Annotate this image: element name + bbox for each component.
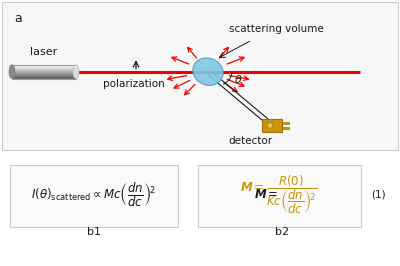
Text: $\boldsymbol{M} =$: $\boldsymbol{M} =$ bbox=[254, 188, 278, 201]
Bar bbox=[12, 65, 76, 78]
Bar bbox=[12, 68, 76, 69]
Bar bbox=[12, 71, 76, 72]
Bar bbox=[12, 67, 76, 68]
Ellipse shape bbox=[267, 123, 273, 128]
Text: polarization: polarization bbox=[103, 79, 165, 89]
Bar bbox=[12, 65, 76, 66]
Text: b1: b1 bbox=[87, 227, 101, 237]
Bar bbox=[12, 73, 76, 74]
Text: detector: detector bbox=[228, 136, 272, 146]
FancyBboxPatch shape bbox=[2, 2, 398, 150]
Text: scattering volume: scattering volume bbox=[229, 24, 323, 35]
Ellipse shape bbox=[73, 65, 79, 78]
Text: $\boldsymbol{M} = \dfrac{R(0)}{Kc\left(\dfrac{dn}{dc}\right)^{\!2}}$: $\boldsymbol{M} = \dfrac{R(0)}{Kc\left(\… bbox=[240, 173, 317, 216]
Text: b2: b2 bbox=[275, 227, 290, 237]
Text: (1): (1) bbox=[371, 190, 385, 200]
Text: θ: θ bbox=[235, 76, 242, 85]
FancyBboxPatch shape bbox=[262, 119, 282, 132]
Text: $I(\theta)_{\rm scattered} \propto Mc\left(\dfrac{dn}{dc}\right)^{\!2}$: $I(\theta)_{\rm scattered} \propto Mc\le… bbox=[32, 181, 156, 209]
Bar bbox=[12, 72, 76, 73]
Bar bbox=[12, 74, 76, 75]
Bar bbox=[12, 77, 76, 78]
Bar bbox=[12, 66, 76, 67]
Bar bbox=[282, 122, 289, 124]
Ellipse shape bbox=[9, 65, 15, 78]
FancyBboxPatch shape bbox=[10, 165, 178, 227]
Bar bbox=[12, 75, 76, 76]
Bar bbox=[282, 127, 289, 129]
Text: a: a bbox=[14, 13, 22, 26]
Ellipse shape bbox=[193, 58, 223, 85]
FancyBboxPatch shape bbox=[198, 165, 361, 227]
Bar bbox=[12, 69, 76, 70]
Bar bbox=[12, 76, 76, 77]
Text: laser: laser bbox=[30, 47, 58, 57]
Bar bbox=[12, 70, 76, 71]
